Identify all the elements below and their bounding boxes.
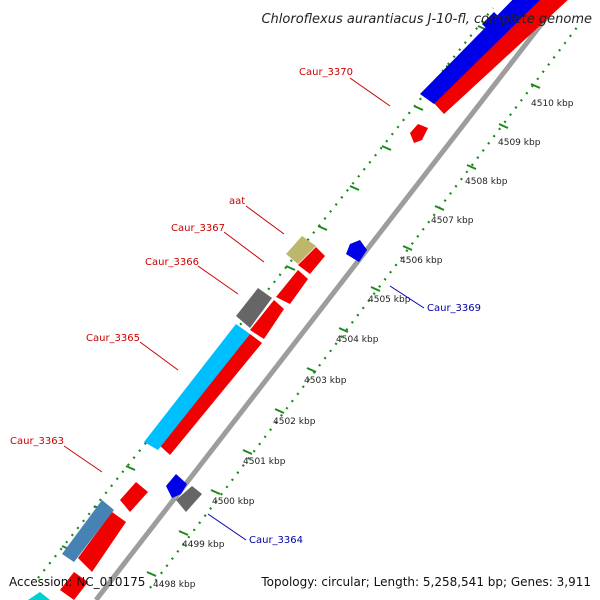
genome-summary-text: Topology: circular; Length: 5,258,541 bp… xyxy=(260,575,591,589)
gene-caur-3366-b[interactable] xyxy=(250,300,284,339)
major-tick xyxy=(466,164,477,170)
kbp-label: 4506 kbp xyxy=(400,256,443,266)
major-tick xyxy=(210,489,221,495)
gene-caur-3364-gray[interactable] xyxy=(176,486,202,512)
leader-caur-3364 xyxy=(207,513,247,541)
label-caur-3366[interactable]: Caur_3366 xyxy=(145,257,199,268)
major-tick xyxy=(146,571,157,577)
major-tick xyxy=(498,123,509,129)
major-tick xyxy=(178,530,189,536)
gene-steel-3363[interactable] xyxy=(62,500,114,562)
gene-caur-3367[interactable] xyxy=(298,247,325,274)
major-tick xyxy=(413,105,424,111)
major-tick xyxy=(381,145,392,151)
major-tick xyxy=(338,327,349,333)
major-tick xyxy=(370,286,381,292)
major-tick xyxy=(349,185,360,191)
gene-caur-3363-b[interactable] xyxy=(78,512,126,572)
gene-labels: Caur_3370 aat Caur_3367 Caur_3366 Caur_3… xyxy=(10,67,481,546)
kbp-label: 4510 kbp xyxy=(531,99,574,109)
kbp-label: 4505 kbp xyxy=(368,295,411,305)
leader-caur-3369 xyxy=(389,285,425,309)
label-caur-3364[interactable]: Caur_3364 xyxy=(249,535,303,546)
forward-strand-genes xyxy=(60,0,570,600)
major-tick xyxy=(285,265,296,271)
leader-caur-3365 xyxy=(139,341,179,371)
gene-caur-3370-lane[interactable] xyxy=(432,0,570,114)
tick-rails xyxy=(37,7,579,589)
genome-backbone xyxy=(94,0,562,600)
accession-text: Accession: NC_010175 xyxy=(9,575,145,589)
gene-gray-3366[interactable] xyxy=(236,288,272,328)
major-ticks xyxy=(146,83,541,577)
major-tick xyxy=(125,465,136,471)
kbp-label: 4503 kbp xyxy=(304,376,347,386)
label-leaders xyxy=(63,77,425,541)
gene-caur-3366[interactable] xyxy=(276,270,308,304)
kbp-label: 4501 kbp xyxy=(243,457,286,467)
major-tick xyxy=(274,408,285,414)
leader-caur-3370 xyxy=(349,77,391,107)
gene-caur-3370-small[interactable] xyxy=(410,124,428,143)
major-tick xyxy=(402,245,413,251)
leader-caur-3366 xyxy=(197,265,239,295)
leader-caur-3363 xyxy=(63,445,103,473)
map-title: Chloroflexus aurantiacus J-10-fl, comple… xyxy=(261,12,592,27)
gene-caur-3363-c[interactable] xyxy=(60,572,88,600)
label-caur-3365[interactable]: Caur_3365 xyxy=(86,333,140,344)
leader-caur-3367 xyxy=(223,231,265,263)
major-tick xyxy=(530,83,541,89)
inner-tick-rail xyxy=(149,25,579,589)
outer-lane-genes xyxy=(28,0,548,600)
kbp-label: 4502 kbp xyxy=(273,417,316,427)
kbp-labels: 4498 kbp 4499 kbp 4500 kbp 4501 kbp 4502… xyxy=(153,99,574,590)
label-caur-3363[interactable]: Caur_3363 xyxy=(10,436,64,447)
label-caur-3369[interactable]: Caur_3369 xyxy=(427,303,481,314)
gene-blue-top[interactable] xyxy=(420,0,548,104)
gene-caur-3365[interactable] xyxy=(158,334,262,455)
gene-blue-arrow-top[interactable] xyxy=(482,12,502,32)
kbp-label: 4508 kbp xyxy=(465,177,508,187)
major-tick xyxy=(242,449,253,455)
kbp-label: 4507 kbp xyxy=(431,216,474,226)
gene-caur-3369[interactable] xyxy=(346,240,367,262)
label-caur-3370[interactable]: Caur_3370 xyxy=(299,67,353,78)
major-tick xyxy=(434,205,445,211)
gene-caur-3364[interactable] xyxy=(166,474,187,498)
outer-major-ticks xyxy=(61,25,488,551)
gene-caur-3363-a[interactable] xyxy=(120,482,148,512)
gene-aat[interactable] xyxy=(286,236,316,264)
kbp-label: 4509 kbp xyxy=(498,138,541,148)
gene-cyan-bottom[interactable] xyxy=(28,592,50,600)
kbp-label: 4500 kbp xyxy=(212,497,255,507)
kbp-label: 4499 kbp xyxy=(182,540,225,550)
reverse-strand-genes xyxy=(166,240,367,512)
gene-cyan-3365[interactable] xyxy=(144,324,250,450)
label-caur-3367[interactable]: Caur_3367 xyxy=(171,223,225,234)
leader-aat xyxy=(245,205,285,235)
kbp-label: 4504 kbp xyxy=(336,335,379,345)
major-tick xyxy=(317,225,328,231)
label-aat[interactable]: aat xyxy=(229,196,245,207)
major-tick xyxy=(306,367,317,373)
kbp-label: 4498 kbp xyxy=(153,580,196,590)
